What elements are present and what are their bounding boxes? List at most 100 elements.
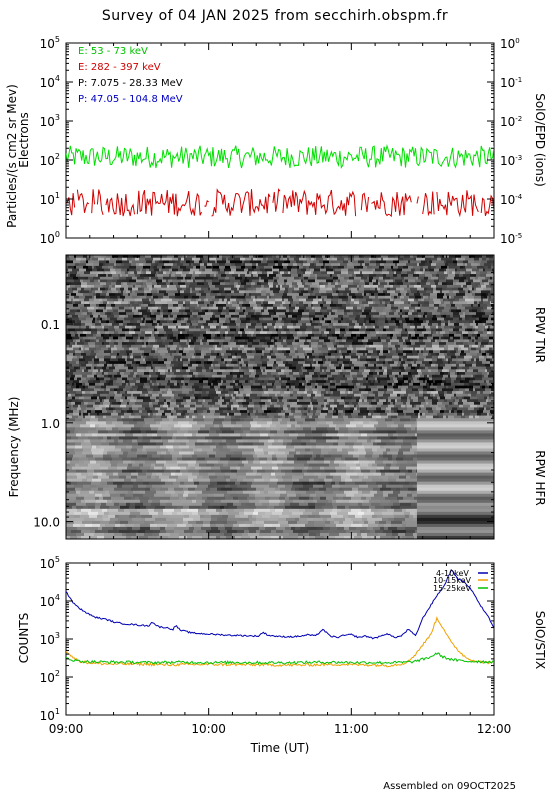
rpw-tnr-cell (66, 295, 69, 299)
rpw-tnr-cell (419, 339, 423, 343)
rpw-tnr-cell (252, 350, 256, 354)
rpw-tnr-cell (460, 293, 465, 297)
rpw-tnr-cell (246, 282, 251, 286)
rpw-tnr-cell (136, 306, 141, 310)
rpw-tnr-cell (192, 374, 195, 378)
rpw-tnr-cell (229, 363, 234, 367)
rpw-tnr-cell (426, 320, 429, 324)
rpw-tnr-cell (290, 290, 292, 294)
rpw-tnr-cell (331, 385, 336, 389)
rpw-tnr-cell (353, 347, 356, 351)
rpw-tnr-cell (133, 366, 137, 370)
rpw-tnr-cell (478, 325, 485, 329)
rpw-tnr-cell (434, 279, 439, 283)
rpw-tnr-cell (340, 265, 344, 269)
rpw-tnr-cell (418, 352, 423, 357)
rpw-tnr-cell (120, 274, 122, 278)
rpw-tnr-cell (303, 347, 309, 351)
rpw-tnr-cell (455, 274, 459, 278)
rpw-tnr-cell (438, 323, 441, 327)
rpw-tnr-cell (125, 309, 132, 313)
rpw-tnr-cell (407, 358, 410, 362)
rpw-tnr-cell (113, 312, 119, 316)
rpw-tnr-cell (179, 342, 186, 346)
rpw-tnr-cell (449, 255, 455, 259)
rpw-tnr-cell (385, 306, 391, 310)
rpw-tnr-cell (135, 320, 137, 324)
rpw-tnr-cell (255, 358, 260, 362)
rpw-tnr-cell (228, 301, 230, 305)
rpw-tnr-cell (97, 355, 104, 359)
rpw-tnr-cell (85, 391, 90, 395)
rpw-tnr-cell (400, 344, 407, 348)
rpw-tnr-cell (160, 320, 167, 324)
rpw-tnr-cell (292, 363, 296, 367)
rpw-tnr-cell (321, 293, 327, 297)
rpw-tnr-cell (81, 325, 83, 329)
rpw-tnr-cell (450, 374, 457, 378)
rpw-tnr-cell (320, 333, 322, 337)
rpw-tnr-cell (239, 369, 243, 373)
rpw-tnr-cell (90, 391, 94, 395)
rpw-tnr-cell (95, 342, 102, 346)
rpw-tnr-cell (157, 293, 164, 297)
rpw-tnr-cell (473, 320, 475, 324)
rpw-tnr-cell (213, 303, 216, 308)
rpw-tnr-cell (412, 312, 418, 316)
rpw-tnr-cell (142, 374, 149, 378)
rpw-tnr-cell (120, 361, 126, 365)
rpw-tnr-cell (167, 301, 173, 305)
rpw-tnr-cell (238, 274, 240, 278)
rpw-tnr-cell (476, 312, 480, 316)
rpw-tnr-cell (261, 293, 264, 297)
rpw-tnr-cell (392, 355, 399, 359)
rpw-tnr-cell (170, 372, 174, 376)
rpw-tnr-cell (417, 282, 420, 286)
rpw-tnr-cell (136, 268, 140, 272)
rpw-tnr-cell (381, 255, 383, 259)
rpw-tnr-cell (242, 363, 246, 367)
rpw-tnr-cell (287, 347, 290, 351)
rpw-tnr-cell (368, 350, 373, 354)
rpw-tnr-cell (415, 306, 420, 310)
rpw-tnr-cell (420, 293, 423, 297)
rpw-tnr-cell (147, 363, 152, 367)
rpw-tnr-cell (283, 339, 286, 343)
rpw-tnr-cell (183, 312, 187, 316)
rpw-tnr-cell (114, 363, 118, 367)
rpw-tnr-cell (296, 295, 303, 299)
rpw-tnr-cell (303, 260, 307, 264)
rpw-tnr-cell (357, 306, 361, 310)
rpw-tnr-cell (176, 317, 181, 321)
rpw-tnr-cell (105, 317, 107, 321)
rpw-tnr-cell (284, 372, 289, 376)
rpw-tnr-cell (219, 369, 225, 373)
rpw-tnr-cell (359, 255, 362, 259)
rpw-tnr-cell (224, 382, 230, 386)
rpw-tnr-cell (462, 366, 469, 370)
rpw-tnr-cell (239, 314, 246, 318)
rpw-tnr-cell (206, 336, 211, 340)
rpw-tnr-cell (351, 290, 358, 294)
rpw-tnr-cell (462, 268, 466, 272)
rpw-tnr-cell (376, 263, 380, 267)
rpw-tnr-cell (409, 257, 414, 261)
rpw-tnr-cell (330, 303, 336, 308)
rpw-tnr-cell (88, 342, 95, 346)
rpw-tnr-cell (219, 320, 225, 324)
rpw-tnr-cell (331, 363, 334, 367)
rpw-tnr-cell (224, 279, 230, 283)
rpw-tnr-cell (94, 388, 100, 392)
rpw-tnr-cell (79, 380, 82, 384)
rpw-tnr-cell (461, 255, 466, 259)
rpw-tnr-cell (168, 314, 170, 318)
rpw-tnr-cell (253, 298, 255, 302)
rpw-tnr-cell (315, 255, 322, 259)
rpw-tnr-cell (87, 282, 92, 286)
rpw-tnr-cell (411, 342, 415, 346)
rpw-tnr-cell (287, 366, 289, 370)
rpw-tnr-cell (346, 320, 352, 324)
rpw-tnr-cell (380, 282, 387, 286)
rpw-tnr-cell (83, 312, 87, 316)
rpw-tnr-cell (377, 372, 379, 376)
